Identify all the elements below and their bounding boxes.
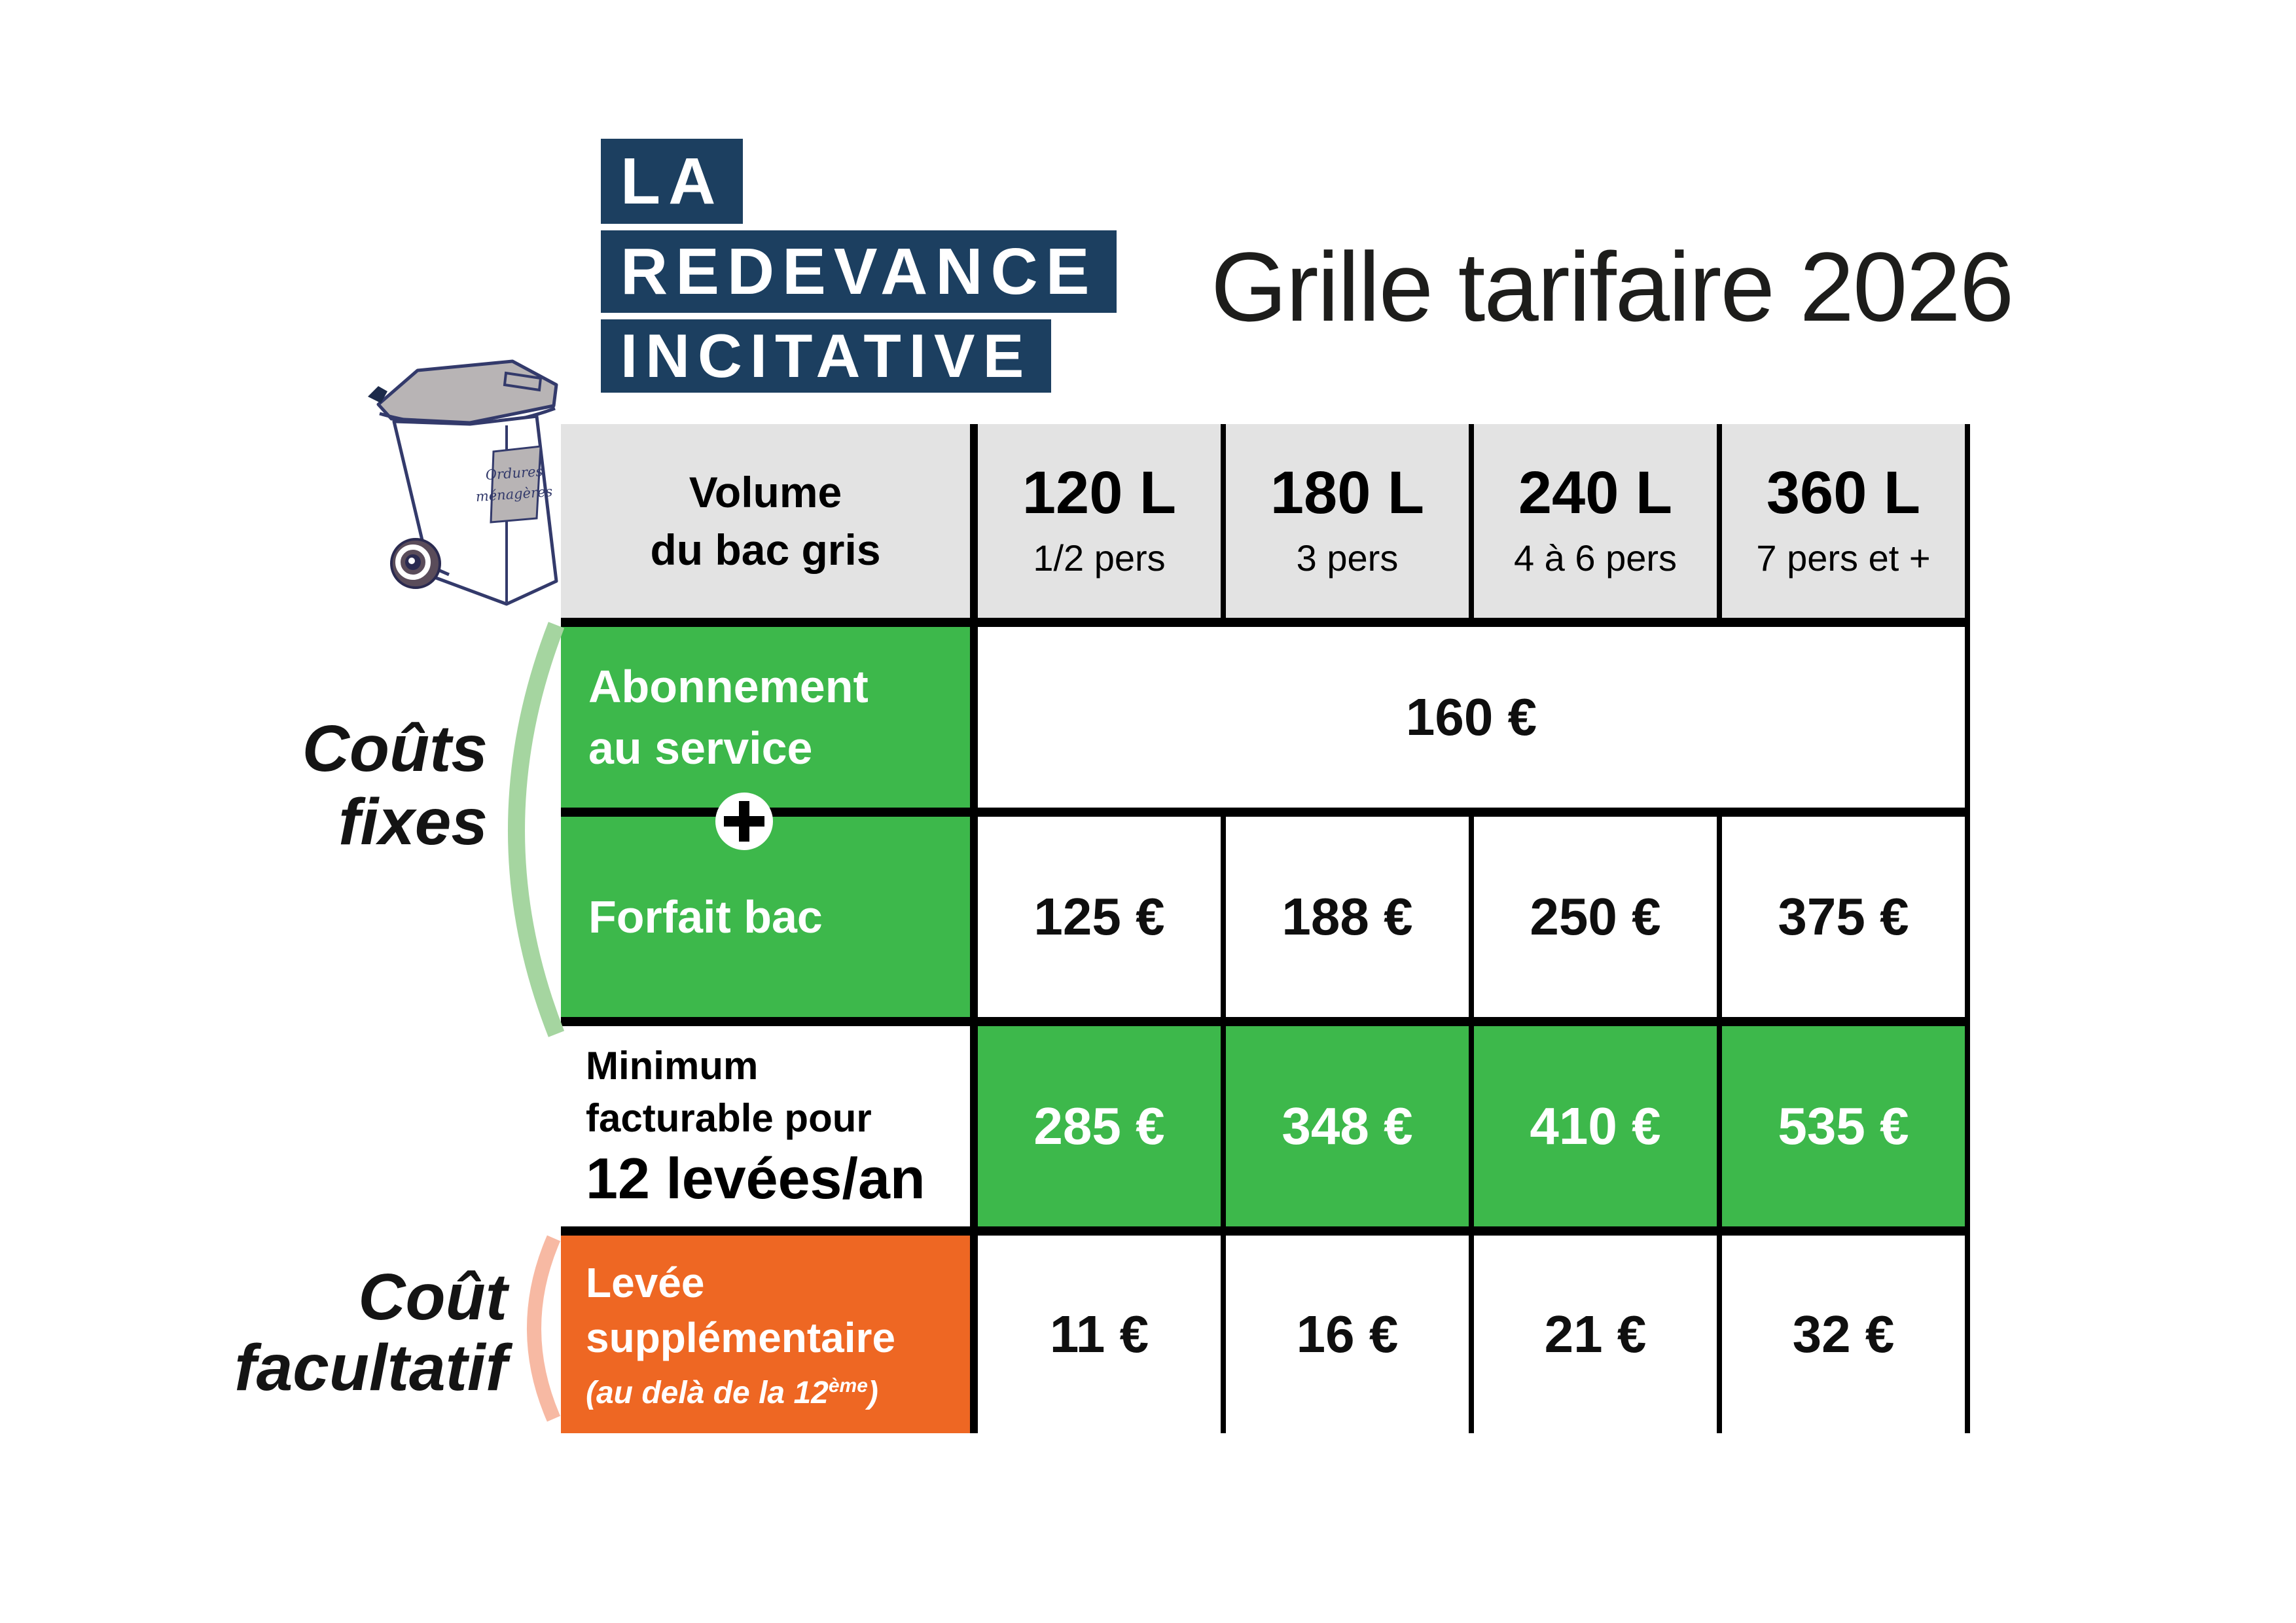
extra-collection-note-sup: ème (828, 1374, 868, 1397)
header-col-persons: 1/2 pers (1033, 537, 1166, 579)
header-col-persons: 7 pers et + (1756, 537, 1931, 579)
extra-collection-note: (au delà de la 12ème) (586, 1365, 970, 1414)
logo-block-redevance: REDEVANCE (601, 230, 1117, 313)
extra-collection-label-line2: supplémentaire (586, 1313, 896, 1361)
header-col-volume: 120 L (1022, 459, 1177, 526)
price-cell: 285 € (978, 1026, 1226, 1226)
minimum-label-line2: facturable pour (586, 1096, 872, 1140)
minimum-label-line1: Minimum (586, 1044, 759, 1088)
extra-collection-label-cell: Levée supplémentaire (au delà de la 12èm… (561, 1236, 978, 1433)
minimum-billable-row: Minimum facturable pour 12 levées/an 285… (561, 1026, 1970, 1226)
extra-collection-label-line1: Levée (586, 1258, 705, 1306)
minimum-label-line3: 12 levées/an (586, 1146, 925, 1211)
extra-collection-row: Levée supplémentaire (au delà de la 12èm… (561, 1236, 1970, 1433)
bin-fee-price-360l: 375 € (1778, 887, 1909, 946)
row-separator (561, 1226, 1970, 1236)
price-cell: 125 € (978, 817, 1226, 1017)
price-cell: 535 € (1722, 1026, 1970, 1226)
extra-collection-price-360l: 32 € (1792, 1305, 1895, 1363)
row-separator (561, 808, 1970, 817)
subscription-label-line2: au service (588, 722, 813, 774)
fixed-costs-bracket-icon (508, 622, 565, 1037)
logo-block-incitative: INCITATIVE (601, 319, 1052, 393)
extra-collection-price-180l: 16 € (1296, 1305, 1399, 1363)
bin-fee-label: Forfait bac (588, 891, 823, 942)
header-col-persons: 3 pers (1296, 537, 1399, 579)
header-col-240l: 240 L 4 à 6 pers (1474, 424, 1722, 618)
row-separator (561, 618, 1970, 627)
price-cell: 11 € (978, 1236, 1226, 1433)
header-col-volume: 360 L (1766, 459, 1921, 526)
price-cell: 375 € (1722, 817, 1970, 1017)
header-col-180l: 180 L 3 pers (1226, 424, 1474, 618)
bin-fee-price-180l: 188 € (1282, 887, 1413, 946)
minimum-billable-label-cell: Minimum facturable pour 12 levées/an (561, 1026, 978, 1226)
header-col-120l: 120 L 1/2 pers (978, 424, 1226, 618)
header-volume-line1: Volume (689, 468, 842, 516)
optional-cost-label-line2: facultatif (234, 1331, 507, 1404)
header-row: Volume du bac gris 120 L 1/2 pers 180 L … (561, 424, 1970, 618)
subscription-label-line1: Abonnement (588, 661, 869, 712)
page-title: Grille tarifaire 2026 (1211, 232, 2014, 342)
extra-collection-price-240l: 21 € (1544, 1305, 1647, 1363)
subscription-label-cell: Abonnement au service (561, 627, 978, 808)
header-col-volume: 180 L (1270, 459, 1425, 526)
fixed-costs-label: Coûts fixes (236, 712, 488, 859)
header-col-360l: 360 L 7 pers et + (1722, 424, 1970, 618)
bin-fee-price-120l: 125 € (1033, 887, 1165, 946)
trash-bin-illustration: Ordures ménagères (368, 359, 558, 606)
cost-brackets (508, 622, 565, 1422)
extra-collection-note-prefix: (au delà de la 12 (586, 1375, 829, 1410)
minimum-price-180l: 348 € (1282, 1097, 1413, 1155)
header-volume-cell: Volume du bac gris (561, 424, 978, 618)
logo-block-la: LA (601, 139, 744, 224)
minimum-price-360l: 535 € (1778, 1097, 1909, 1155)
price-cell: 32 € (1722, 1236, 1970, 1433)
optional-cost-label-line1: Coût (358, 1260, 507, 1334)
price-cell: 250 € (1474, 817, 1722, 1017)
optional-cost-bracket-icon (527, 1235, 561, 1422)
tariff-table: Volume du bac gris 120 L 1/2 pers 180 L … (561, 424, 1970, 1433)
minimum-price-120l: 285 € (1033, 1097, 1165, 1155)
header-col-persons: 4 à 6 pers (1513, 537, 1677, 579)
bin-label-patch (490, 445, 542, 524)
row-separator (561, 1017, 1970, 1026)
bin-fee-row: Forfait bac 125 € 188 € 250 € 375 € (561, 817, 1970, 1017)
plus-icon (715, 793, 773, 850)
optional-cost-label: Coût facultatif (206, 1262, 507, 1403)
subscription-row: Abonnement au service 160 € (561, 627, 1970, 808)
fixed-costs-label-line2: fixes (338, 785, 488, 859)
header-col-volume: 240 L (1518, 459, 1673, 526)
extra-collection-note-suffix: ) (867, 1375, 878, 1410)
bin-handle-icon (368, 386, 387, 403)
fixed-costs-label-line1: Coûts (302, 712, 488, 785)
price-cell: 188 € (1226, 817, 1474, 1017)
price-cell: 21 € (1474, 1236, 1722, 1433)
extra-collection-price-120l: 11 € (1049, 1305, 1149, 1363)
subscription-price-cell: 160 € (978, 627, 1970, 808)
bin-wheel-icon (390, 538, 450, 589)
minimum-price-240l: 410 € (1530, 1097, 1661, 1155)
price-cell: 410 € (1474, 1026, 1722, 1226)
header-volume-line2: du bac gris (650, 526, 881, 574)
price-cell: 16 € (1226, 1236, 1474, 1433)
price-cell: 348 € (1226, 1026, 1474, 1226)
bin-fee-price-240l: 250 € (1530, 887, 1661, 946)
subscription-price: 160 € (1405, 688, 1537, 746)
bin-fee-label-cell: Forfait bac (561, 817, 978, 1017)
